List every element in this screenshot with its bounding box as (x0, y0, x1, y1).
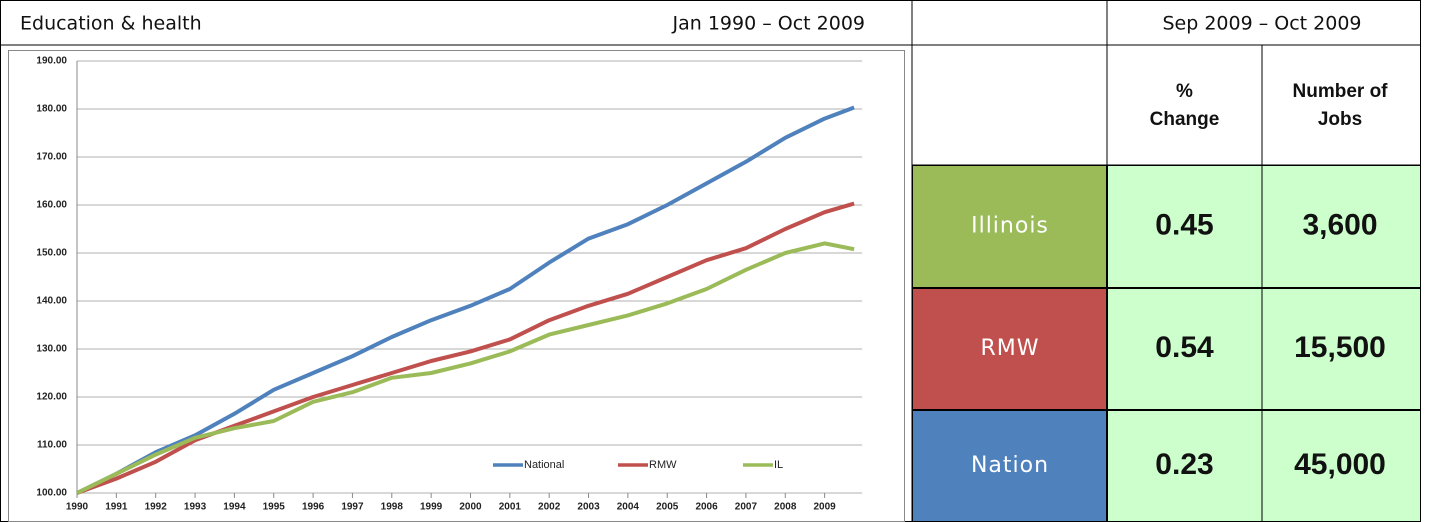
job-count: 45,000 (1294, 448, 1386, 481)
x-tick-label: 1991 (105, 502, 128, 513)
column-header: Jobs (1318, 109, 1362, 130)
x-tick-label: 2005 (656, 502, 679, 513)
pct-change: 0.45 (1155, 208, 1213, 241)
column-header: Change (1150, 109, 1220, 130)
region-cell (912, 165, 1107, 288)
x-tick-label: 2006 (695, 502, 718, 513)
value-cell (1261, 288, 1421, 410)
legend-label: IL (774, 459, 783, 471)
value-cell (1107, 165, 1263, 288)
y-tick-label: 170.00 (36, 152, 67, 163)
column-header: Number of (1293, 81, 1389, 102)
column-header: % (1176, 81, 1193, 102)
x-tick-label: 1994 (223, 502, 246, 513)
value-cell (1107, 288, 1263, 410)
line (76, 105, 855, 495)
value-cell (1261, 410, 1421, 522)
value-cell (1261, 165, 1421, 288)
job-count: 3,600 (1302, 208, 1377, 241)
x-tick-label: 1990 (66, 502, 89, 513)
x-tick-label: 2001 (499, 502, 522, 513)
pct-change: 0.54 (1155, 331, 1214, 364)
chart-frame (8, 50, 905, 522)
job-count: 15,500 (1294, 331, 1386, 364)
x-tick-label: 1999 (420, 502, 443, 513)
pct-change: 0.23 (1155, 448, 1213, 481)
legend-label: National (524, 459, 564, 471)
region-label: RMW (980, 336, 1039, 361)
legend-label: RMW (649, 459, 677, 471)
value-cell (1107, 410, 1263, 522)
line (76, 241, 855, 495)
x-tick-label: 2000 (459, 502, 482, 513)
x-tick-label: 1998 (381, 502, 404, 513)
region-cell (912, 410, 1107, 522)
x-tick-label: 2004 (617, 502, 640, 513)
x-tick-label: 1992 (145, 502, 168, 513)
region-label: Illinois (971, 214, 1049, 239)
y-tick-label: 100.00 (36, 488, 67, 499)
table-period: Sep 2009 – Oct 2009 (1162, 13, 1361, 35)
y-tick-label: 130.00 (36, 344, 67, 355)
title: Education & health (20, 13, 202, 35)
y-tick-label: 140.00 (36, 296, 67, 307)
x-tick-label: 2009 (813, 502, 836, 513)
x-tick-label: 2007 (735, 502, 758, 513)
x-tick-label: 2008 (774, 502, 797, 513)
x-tick-label: 1997 (341, 502, 364, 513)
y-tick-label: 120.00 (36, 392, 67, 403)
x-tick-label: 1993 (184, 502, 207, 513)
x-tick-label: 1996 (302, 502, 325, 513)
y-tick-label: 160.00 (36, 200, 67, 211)
x-tick-label: 1995 (263, 502, 286, 513)
y-tick-label: 150.00 (36, 248, 67, 259)
y-tick-label: 190.00 (36, 56, 67, 67)
y-tick-label: 180.00 (36, 104, 67, 115)
x-tick-label: 2003 (577, 502, 600, 513)
region-cell (912, 288, 1107, 410)
y-tick-label: 110.00 (37, 440, 67, 451)
x-tick-label: 2002 (538, 502, 561, 513)
region-label: Nation (971, 453, 1049, 478)
period: Jan 1990 – Oct 2009 (671, 13, 865, 35)
